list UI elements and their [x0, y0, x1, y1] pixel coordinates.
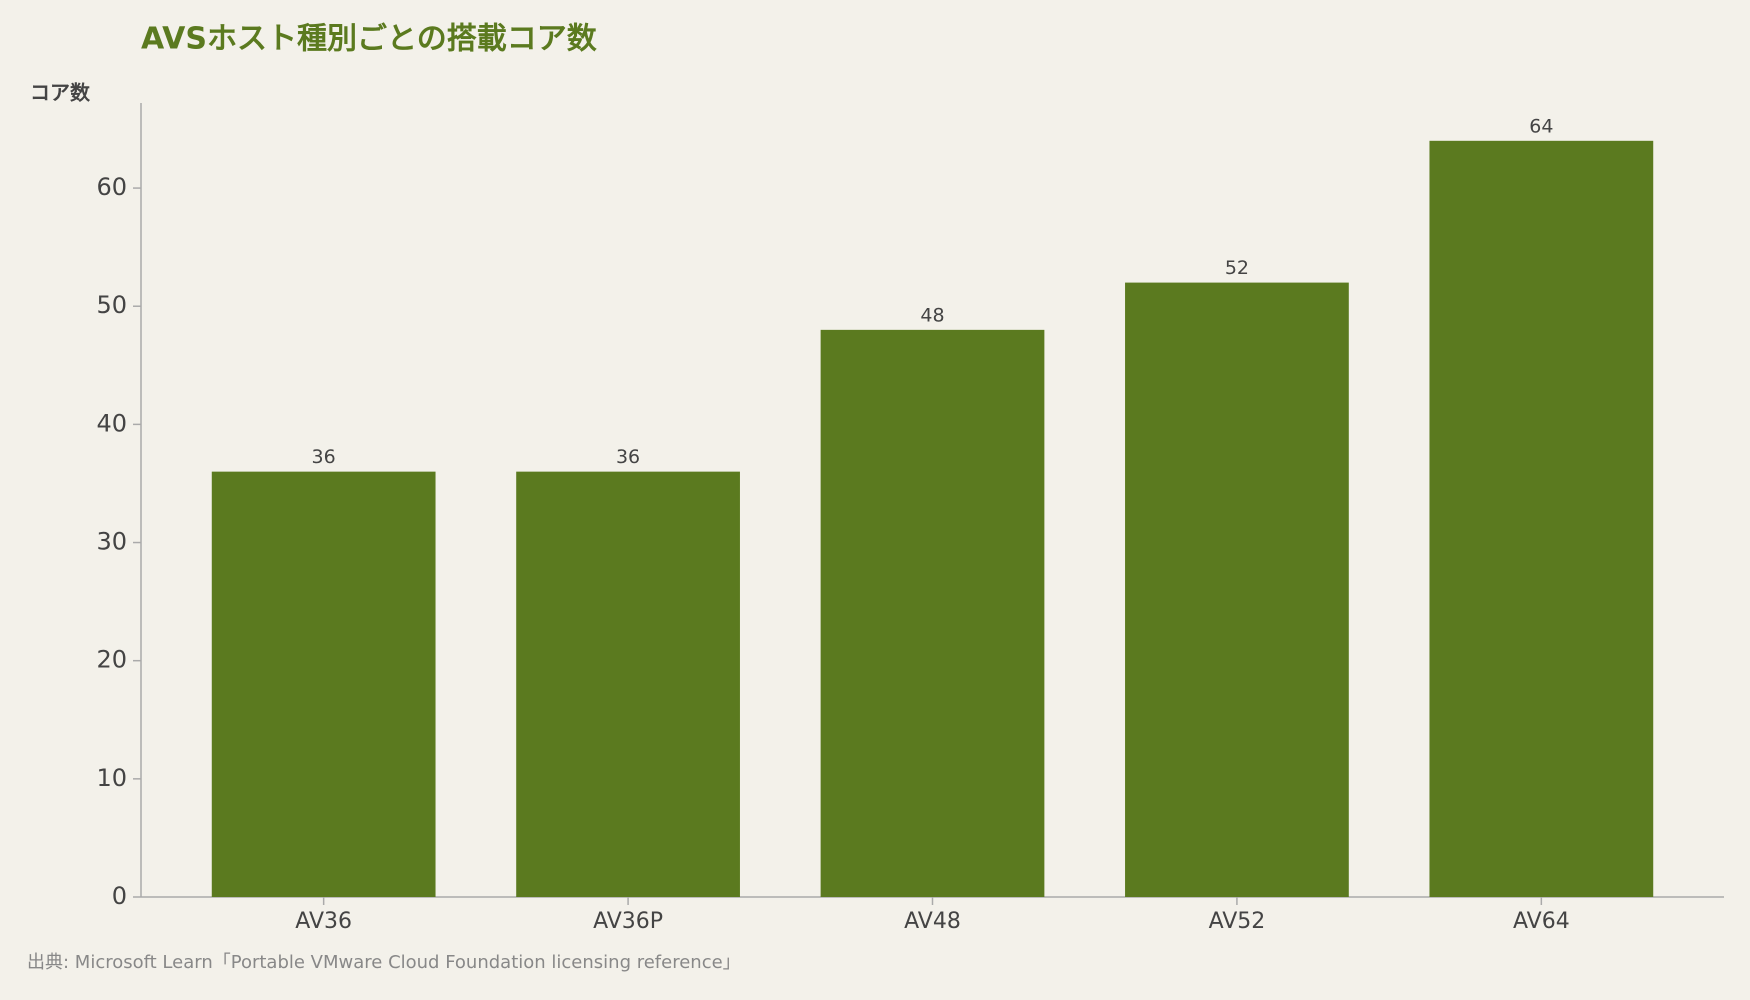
value-label: 36: [312, 446, 336, 468]
bar: [820, 329, 1045, 897]
x-tick-label: AV48: [904, 909, 961, 934]
y-tick-label: 50: [96, 291, 127, 319]
value-label: 36: [616, 446, 640, 468]
value-label: 48: [920, 304, 944, 326]
bar: [516, 471, 740, 897]
y-axis-label: コア数: [30, 81, 91, 105]
y-tick-label: 40: [96, 409, 127, 437]
x-tick-label: AV64: [1513, 909, 1570, 934]
bar: [1125, 282, 1349, 898]
y-tick-label: 0: [112, 882, 127, 910]
value-label: 52: [1225, 257, 1249, 279]
y-tick-label: 10: [96, 764, 127, 792]
bar: [211, 471, 436, 897]
bar: [1429, 140, 1654, 898]
x-tick-label: AV52: [1209, 909, 1266, 934]
chart-title: AVSホスト種別ごとの搭載コア数: [141, 22, 598, 57]
x-tick-label: AV36: [295, 909, 352, 934]
y-tick-label: 60: [96, 173, 127, 201]
value-label: 64: [1529, 115, 1553, 137]
source-note: 出典: Microsoft Learn「Portable VMware Clou…: [27, 952, 741, 973]
y-tick-label: 30: [96, 528, 127, 556]
y-tick-label: 20: [96, 646, 127, 674]
x-tick-label: AV36P: [593, 909, 663, 934]
